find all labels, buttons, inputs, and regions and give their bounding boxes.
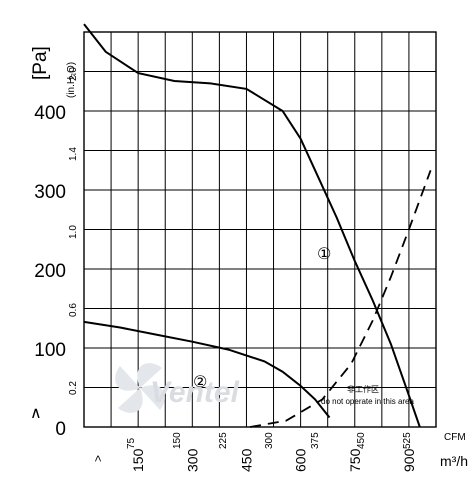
x-tick-label-m3h: 300 <box>184 448 200 472</box>
x-axis-arrow-icon: > <box>91 455 105 462</box>
x-tick-label-cfm: 75 <box>126 437 137 449</box>
grid-lines <box>84 32 436 427</box>
x-tick-label-cfm: 150 <box>172 432 183 449</box>
y-axis-label-inh2o: (in.H₂O) <box>66 62 77 98</box>
y-axis-label-pa: [Pa] <box>30 46 51 80</box>
x-tick-label-m3h: 150 <box>130 448 146 472</box>
no-operate-zone-label-cn: 非工作区 <box>347 384 379 394</box>
x-tick-label-cfm: 525 <box>402 432 413 449</box>
watermark-text: Ventel <box>150 376 240 409</box>
x-tick-label-m3h: 900 <box>401 448 417 472</box>
curve-label-2: ② <box>193 372 207 391</box>
y-tick-label-pa: 200 <box>34 261 66 282</box>
y-tick-label-pa: 400 <box>34 103 66 124</box>
performance-curve-1 <box>83 23 421 428</box>
y-tick-label-inh2o: 1.0 <box>68 225 79 239</box>
x-tick-label-m3h: 600 <box>293 448 309 472</box>
x-tick-label-m3h: 750 <box>347 448 363 472</box>
series-curves <box>83 23 432 428</box>
x-tick-label-cfm: 225 <box>218 432 229 449</box>
y-axis-arrow-icon: ∧ <box>30 405 42 422</box>
y-tick-label-inh2o: 1.4 <box>68 147 79 161</box>
y-tick-label-pa: 0 <box>55 419 66 440</box>
watermark-logo: Ventel <box>115 363 240 413</box>
plot-frame <box>83 31 437 428</box>
y-tick-label-inh2o: 0.2 <box>68 381 79 395</box>
y-tick-label-inh2o: 0.6 <box>68 303 79 317</box>
performance-curve-2 <box>83 320 331 419</box>
system-resistance-curve <box>249 169 432 428</box>
x-axis-label-cfm: CFM <box>444 432 466 443</box>
x-tick-label-cfm: 375 <box>310 432 321 449</box>
y-tick-label-inh2o: 2.0 <box>68 67 79 81</box>
curve-label-1: ① <box>317 244 331 263</box>
watermark-fan-icon <box>115 363 165 413</box>
y-tick-label-pa: 100 <box>34 340 66 361</box>
x-tick-label-m3h: 450 <box>238 448 254 472</box>
x-tick-label-cfm: 450 <box>356 432 367 449</box>
x-axis-label-m3h: m³/h <box>440 453 468 469</box>
x-tick-label-cfm: 300 <box>264 432 275 449</box>
y-tick-label-pa: 300 <box>34 182 66 203</box>
no-operate-zone-label-en: do not operate in this area <box>321 397 415 406</box>
